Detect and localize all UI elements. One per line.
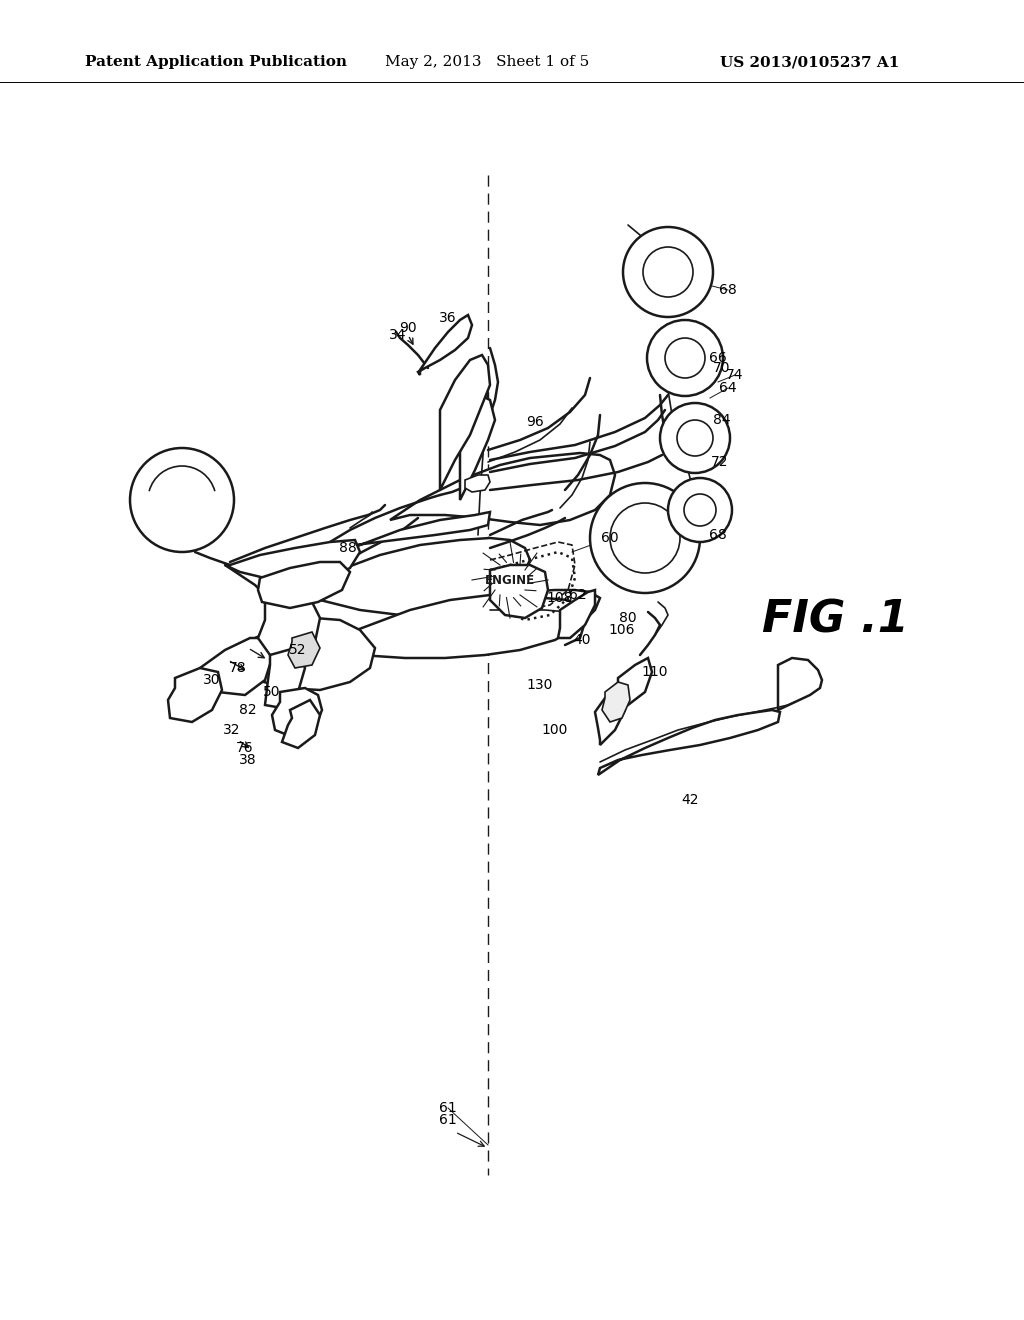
Text: 88: 88 — [339, 541, 357, 554]
Text: 100: 100 — [542, 723, 568, 737]
Text: 50: 50 — [263, 685, 281, 700]
Circle shape — [668, 478, 732, 543]
Polygon shape — [168, 668, 222, 722]
Text: Patent Application Publication: Patent Application Publication — [85, 55, 347, 69]
Polygon shape — [305, 539, 530, 615]
Text: 82: 82 — [240, 704, 257, 717]
Polygon shape — [220, 618, 375, 690]
Polygon shape — [290, 590, 600, 660]
Text: 32: 32 — [223, 723, 241, 737]
Text: 36: 36 — [439, 312, 457, 325]
Polygon shape — [198, 638, 272, 696]
Text: FIG .1: FIG .1 — [762, 598, 908, 642]
Circle shape — [623, 227, 713, 317]
Text: May 2, 2013   Sheet 1 of 5: May 2, 2013 Sheet 1 of 5 — [385, 55, 589, 69]
Text: 62: 62 — [569, 587, 587, 602]
Polygon shape — [598, 710, 780, 775]
Text: 42: 42 — [681, 793, 698, 807]
Text: 96: 96 — [526, 414, 544, 429]
Text: 74: 74 — [726, 368, 743, 381]
Text: 30: 30 — [203, 673, 221, 686]
Polygon shape — [272, 688, 322, 738]
Polygon shape — [558, 590, 595, 638]
Polygon shape — [282, 700, 319, 748]
Text: 78: 78 — [229, 661, 247, 675]
Text: 72: 72 — [712, 455, 729, 469]
Polygon shape — [258, 591, 319, 657]
Text: 110: 110 — [642, 665, 669, 678]
Polygon shape — [615, 657, 652, 705]
Polygon shape — [265, 648, 305, 708]
Polygon shape — [418, 315, 472, 375]
Polygon shape — [778, 657, 822, 710]
Circle shape — [647, 319, 723, 396]
Text: ENGINE: ENGINE — [485, 573, 536, 586]
Polygon shape — [258, 562, 350, 609]
Text: 68: 68 — [719, 282, 737, 297]
Polygon shape — [465, 475, 490, 492]
Text: 66: 66 — [710, 351, 727, 366]
Polygon shape — [440, 355, 490, 490]
Text: US 2013/0105237 A1: US 2013/0105237 A1 — [720, 55, 899, 69]
Text: 68: 68 — [710, 528, 727, 543]
Text: 52: 52 — [289, 643, 307, 657]
Text: 80: 80 — [620, 611, 637, 624]
Circle shape — [660, 403, 730, 473]
Polygon shape — [390, 453, 615, 525]
Text: 34: 34 — [389, 327, 407, 342]
Text: 64: 64 — [719, 381, 737, 395]
Polygon shape — [325, 512, 490, 560]
Polygon shape — [490, 565, 548, 618]
Text: 40: 40 — [573, 634, 591, 647]
Text: 84: 84 — [713, 413, 731, 426]
Polygon shape — [602, 682, 630, 722]
Text: 61: 61 — [439, 1101, 457, 1115]
Text: 90: 90 — [399, 321, 417, 335]
Text: 70: 70 — [714, 360, 731, 375]
Circle shape — [590, 483, 700, 593]
Text: 130: 130 — [526, 678, 553, 692]
Text: 38: 38 — [240, 752, 257, 767]
Text: 76: 76 — [237, 741, 254, 755]
Polygon shape — [225, 540, 360, 582]
Text: 60: 60 — [601, 531, 618, 545]
Polygon shape — [288, 632, 319, 668]
Text: 106: 106 — [608, 623, 635, 638]
Polygon shape — [595, 696, 625, 744]
Text: 61: 61 — [439, 1113, 457, 1127]
Polygon shape — [460, 395, 495, 500]
Text: 108: 108 — [547, 591, 573, 605]
